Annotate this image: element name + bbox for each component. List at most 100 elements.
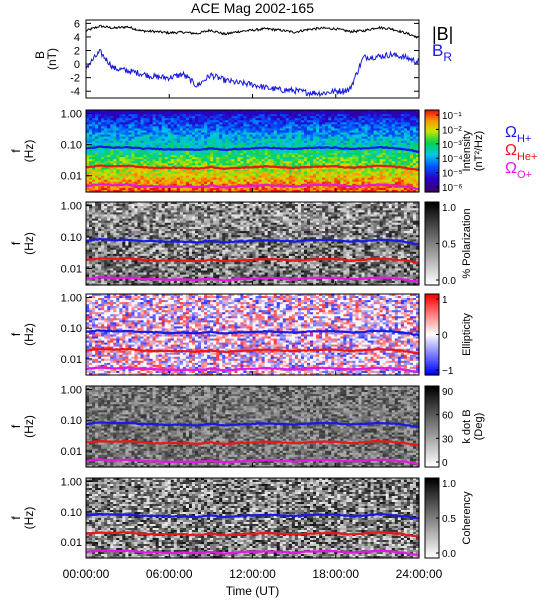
heatmap-cell [406, 146, 411, 150]
heatmap-cell [152, 144, 157, 148]
heatmap-cell [122, 153, 126, 156]
heatmap-cell [403, 110, 408, 113]
heatmap-cell [376, 179, 381, 183]
heatmap-cell [394, 112, 399, 115]
heatmap-cell [122, 116, 126, 119]
heatmap-cell [146, 134, 151, 138]
heatmap-cell [231, 134, 235, 138]
heatmap-cell [216, 120, 220, 123]
heatmap-cell [219, 146, 223, 150]
heatmap-cell [412, 116, 417, 119]
heatmap-cell [210, 128, 214, 132]
heatmap-cell [258, 155, 263, 158]
heatmap-cell [285, 128, 290, 132]
heatmap-cell [119, 163, 123, 166]
heatmap-cell [179, 140, 184, 144]
heatmap-cell [240, 177, 245, 181]
heatmap-cell [313, 148, 317, 152]
heatmap-cell [282, 136, 287, 140]
y-tick-label: 1.00 [61, 109, 82, 121]
heatmap-cell [412, 144, 417, 148]
heatmap-cell [155, 163, 160, 166]
heatmap-cell [170, 142, 175, 146]
heatmap-cell [158, 151, 163, 154]
heatmap-cell [204, 130, 208, 134]
heatmap-cell [316, 138, 320, 142]
heatmap-cell [306, 179, 311, 183]
heatmap-cell [185, 128, 190, 132]
heatmap-cell [201, 122, 205, 125]
heatmap-cell [391, 181, 396, 185]
heatmap-cell [131, 169, 136, 173]
heatmap-cell [125, 151, 129, 154]
heatmap-cell [101, 122, 105, 125]
heatmap-cell [282, 128, 287, 132]
heatmap-cell [176, 173, 181, 177]
heatmap-cell [319, 153, 323, 156]
heatmap-cell [128, 155, 133, 158]
heatmap-cell [388, 157, 393, 160]
heatmap-cell [134, 128, 139, 132]
heatmap-cell [400, 155, 405, 158]
heatmap-cell [116, 144, 120, 148]
heatmap-cell [201, 181, 205, 185]
heatmap-cell [95, 146, 99, 150]
heatmap-cell [367, 151, 372, 154]
heatmap-cell [406, 140, 411, 144]
colorbar-tick-label: 10⁻⁶ [442, 183, 463, 194]
heatmap-cell [352, 159, 357, 162]
heatmap-cell [182, 128, 187, 132]
heatmap-cell [361, 169, 366, 173]
heatmap-cell [201, 155, 205, 158]
heatmap-cell [252, 130, 257, 134]
heatmap-cell [282, 173, 287, 177]
heatmap-cell [337, 132, 341, 136]
heatmap-cell [92, 148, 96, 152]
heatmap-cell [322, 116, 326, 119]
heatmap-cell [207, 134, 211, 138]
heatmap-cell [264, 134, 269, 138]
heatmap-cell [282, 169, 287, 173]
heatmap-cell [170, 167, 175, 171]
heatmap-cell [294, 181, 299, 185]
heatmap-cell [104, 126, 108, 130]
heatmap-cell [313, 159, 317, 162]
heatmap-cell [388, 122, 393, 125]
heatmap-cell [412, 171, 417, 175]
heatmap-cell [325, 175, 329, 179]
heatmap-cell [358, 151, 363, 154]
heatmap-cell [201, 165, 205, 168]
heatmap-cell [188, 142, 193, 146]
heatmap-cell [297, 122, 302, 125]
heatmap-cell [98, 128, 102, 132]
heatmap-cell [361, 163, 366, 166]
heatmap-cell [306, 161, 311, 164]
heatmap-cell [246, 138, 251, 142]
heatmap-cell [131, 112, 136, 115]
heatmap-cell [340, 161, 344, 164]
heatmap-cell [176, 175, 181, 179]
heatmap-cell [201, 173, 205, 177]
heatmap-cell [270, 144, 275, 148]
heatmap-cell [412, 118, 417, 121]
heatmap-cell [291, 126, 296, 130]
heatmap-cell [152, 124, 157, 127]
heatmap-cell [98, 163, 102, 166]
heatmap-cell [216, 151, 220, 154]
heatmap-cell [382, 114, 387, 117]
heatmap-cell [273, 132, 278, 136]
heatmap-cell [243, 167, 248, 171]
heatmap-cell [310, 122, 314, 125]
heatmap-cell [182, 165, 187, 168]
heatmap-cell [388, 138, 393, 142]
heatmap-cell [125, 114, 129, 117]
heatmap-cell [310, 136, 314, 140]
heatmap-cell [158, 138, 163, 142]
heatmap-cell [340, 175, 344, 179]
heatmap-cell [300, 179, 305, 183]
heatmap-cell [119, 153, 123, 156]
heatmap-cell [313, 144, 317, 148]
heatmap-cell [313, 142, 317, 146]
heatmap-cell [367, 128, 372, 132]
heatmap-cell [319, 163, 323, 166]
